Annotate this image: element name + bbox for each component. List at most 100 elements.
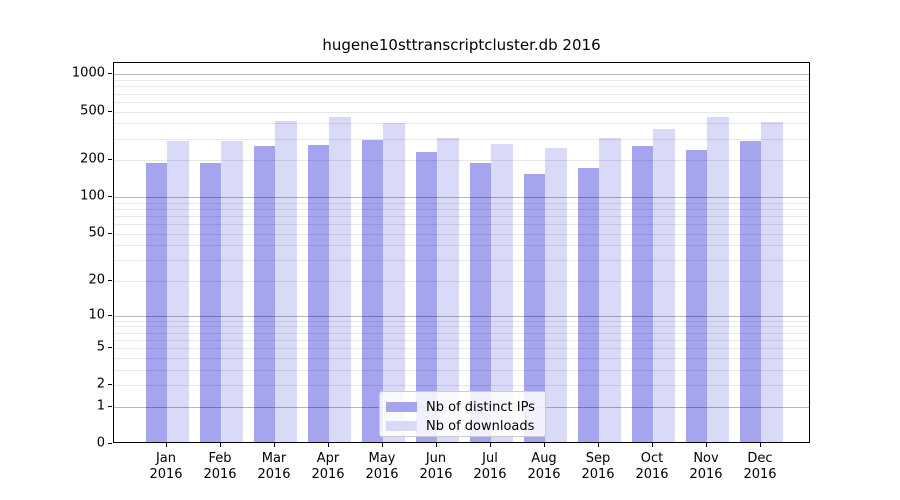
y-tick-label: 2 <box>96 376 105 392</box>
minor-gridline <box>114 111 809 113</box>
x-tick-label-jul: Jul 2016 <box>473 451 507 482</box>
major-gridline <box>114 315 809 317</box>
legend: Nb of distinct IPs Nb of downloads <box>379 391 546 437</box>
y-tick-mark <box>108 443 112 444</box>
bar-distinct-ips-jul <box>469 162 491 442</box>
x-tick-mark <box>436 443 437 447</box>
y-tick-mark <box>108 196 112 198</box>
y-tick-label: 5 <box>96 339 105 355</box>
x-tick-label-may: May 2016 <box>365 451 399 482</box>
y-tick-mark <box>108 159 112 161</box>
minor-gridline <box>114 93 809 95</box>
x-tick-mark <box>598 443 599 447</box>
x-tick-mark <box>382 443 383 447</box>
minor-gridline <box>114 281 809 283</box>
y-tick-label: 1000 <box>71 65 105 81</box>
bar-distinct-ips-apr <box>307 144 329 442</box>
x-tick-mark <box>274 443 275 447</box>
x-tick-mark <box>544 443 545 447</box>
bar-distinct-ips-jun <box>415 151 437 442</box>
minor-gridline <box>114 80 809 82</box>
x-tick-label-sep: Sep 2016 <box>581 451 615 482</box>
bar-downloads-nov <box>707 117 729 442</box>
y-tick-label: 0 <box>96 435 105 451</box>
y-tick-mark <box>108 314 112 316</box>
bar-downloads-apr <box>329 117 351 442</box>
minor-gridline <box>114 160 809 162</box>
x-tick-label-feb: Feb 2016 <box>203 451 237 482</box>
x-tick-mark <box>706 443 707 447</box>
minor-gridline <box>114 339 809 341</box>
minor-gridline <box>114 320 809 322</box>
bar-downloads-dec <box>761 121 783 442</box>
y-tick-mark <box>108 73 112 75</box>
chart-title: hugene10sttranscriptcluster.db 2016 <box>322 36 601 54</box>
minor-gridline <box>114 385 809 387</box>
bar-downloads-aug <box>545 148 567 442</box>
minor-gridline <box>114 208 809 210</box>
x-tick-label-jun: Jun 2016 <box>419 451 453 482</box>
bar-downloads-oct <box>653 128 675 442</box>
bar-downloads-feb <box>221 141 243 442</box>
y-tick-label: 20 <box>88 272 105 288</box>
x-tick-mark <box>760 443 761 447</box>
plot-area <box>113 62 810 443</box>
y-tick-mark <box>108 405 112 407</box>
bar-distinct-ips-nov <box>685 149 707 442</box>
minor-gridline <box>114 138 809 140</box>
bar-downloads-may <box>383 123 405 442</box>
x-tick-label-apr: Apr 2016 <box>311 451 345 482</box>
y-tick-label: 50 <box>88 225 105 241</box>
y-tick-mark <box>108 347 112 349</box>
bar-downloads-jul <box>491 143 513 442</box>
bar-distinct-ips-mar <box>253 146 275 442</box>
x-tick-label-jan: Jan 2016 <box>149 451 183 482</box>
minor-gridline <box>114 123 809 125</box>
bar-distinct-ips-dec <box>739 141 761 442</box>
y-tick-mark <box>108 384 112 386</box>
bar-distinct-ips-may <box>361 139 383 442</box>
y-tick-mark <box>108 110 112 112</box>
minor-gridline <box>114 202 809 204</box>
minor-gridline <box>114 216 809 218</box>
y-tick-mark <box>108 280 112 282</box>
minor-gridline <box>114 348 809 350</box>
minor-gridline <box>114 224 809 226</box>
x-tick-label-dec: Dec 2016 <box>743 451 777 482</box>
y-tick-label: 200 <box>80 151 105 167</box>
x-tick-label-mar: Mar 2016 <box>257 451 291 482</box>
bar-distinct-ips-aug <box>523 174 545 442</box>
y-tick-mark <box>108 232 112 234</box>
x-tick-label-nov: Nov 2016 <box>689 451 723 482</box>
x-tick-mark <box>166 443 167 447</box>
minor-gridline <box>114 357 809 359</box>
minor-gridline <box>114 332 809 334</box>
y-tick-label: 10 <box>88 307 105 323</box>
minor-gridline <box>114 233 809 235</box>
major-gridline <box>114 197 809 199</box>
legend-label-downloads: Nb of downloads <box>426 418 535 434</box>
minor-gridline <box>114 86 809 88</box>
minor-gridline <box>114 326 809 328</box>
minor-gridline <box>114 245 809 247</box>
y-tick-label: 1 <box>96 398 105 414</box>
x-tick-mark <box>220 443 221 447</box>
legend-label-distinct-ips: Nb of distinct IPs <box>426 399 535 415</box>
minor-gridline <box>114 369 809 371</box>
bar-downloads-sep <box>599 138 621 442</box>
y-tick-label: 500 <box>80 103 105 118</box>
bar-distinct-ips-jan <box>145 162 167 442</box>
legend-item-distinct-ips: Nb of distinct IPs <box>386 398 545 416</box>
x-tick-mark <box>328 443 329 447</box>
x-tick-mark <box>490 443 491 447</box>
bar-distinct-ips-sep <box>577 168 599 442</box>
y-tick-label: 100 <box>80 188 105 204</box>
x-tick-mark <box>652 443 653 447</box>
major-gridline <box>114 74 809 76</box>
legend-swatch-distinct-ips <box>386 402 417 412</box>
bar-distinct-ips-feb <box>199 162 221 442</box>
legend-item-downloads: Nb of downloads <box>386 417 545 435</box>
bar-downloads-jan <box>167 141 189 442</box>
minor-gridline <box>114 260 809 262</box>
x-tick-label-aug: Aug 2016 <box>527 451 561 482</box>
